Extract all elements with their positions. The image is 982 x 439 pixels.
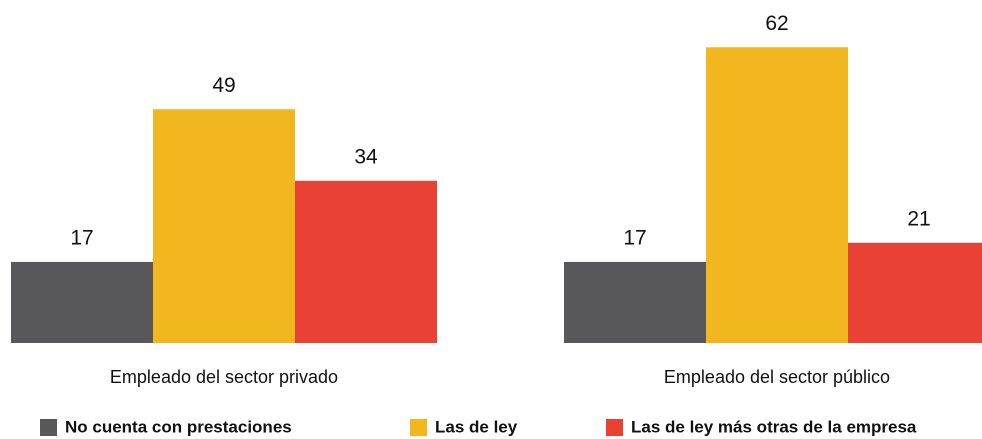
bar xyxy=(295,180,437,343)
category-label: Empleado del sector público xyxy=(664,367,890,387)
bar xyxy=(706,47,848,343)
bar xyxy=(848,242,982,343)
legend-swatch xyxy=(40,419,57,436)
bar xyxy=(11,261,153,343)
value-label: 17 xyxy=(623,226,646,249)
legend-label: Las de ley xyxy=(435,417,518,436)
bar xyxy=(153,109,295,344)
value-label: 62 xyxy=(765,12,788,35)
value-label: 21 xyxy=(907,207,930,230)
value-label: 49 xyxy=(212,74,235,97)
legend-label: No cuenta con prestaciones xyxy=(65,417,292,436)
legend-swatch xyxy=(606,419,623,436)
legend-label: Las de ley más otras de la empresa xyxy=(631,417,917,436)
category-label: Empleado del sector privado xyxy=(110,367,338,387)
value-label: 34 xyxy=(354,145,378,168)
bar xyxy=(564,261,706,343)
legend-swatch xyxy=(410,419,427,436)
value-label: 17 xyxy=(70,226,93,249)
